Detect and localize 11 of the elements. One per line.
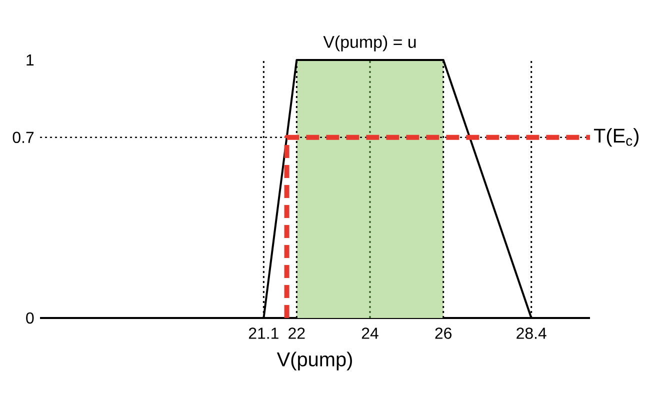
x-tick-label: 28.4 xyxy=(516,328,546,339)
band-label: V(pump) = u xyxy=(323,36,416,52)
y-tick-label: 0.7 xyxy=(12,132,34,144)
y-tick-label: 1 xyxy=(26,54,34,66)
x-tick-label: 26 xyxy=(435,328,452,339)
series-label: T(E$_{c}$) xyxy=(594,128,638,147)
x-tick-label: 24 xyxy=(362,328,378,339)
y-tick-label: 0 xyxy=(26,312,34,324)
x-axis-title: V(pump) xyxy=(276,352,352,370)
x-tick-label: 22 xyxy=(288,328,305,339)
x-tick-label: 21.1 xyxy=(248,328,278,339)
